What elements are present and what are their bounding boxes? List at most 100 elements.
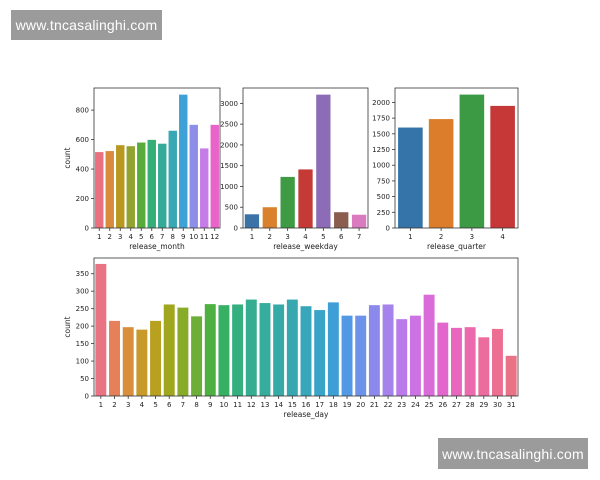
- x-tick-label: 26: [438, 401, 447, 409]
- y-axis-label: count: [63, 316, 72, 337]
- y-tick-label: 150: [76, 340, 89, 348]
- x-tick-label: 30: [493, 401, 502, 409]
- y-tick-label: 250: [76, 305, 89, 313]
- bar-2: [105, 151, 114, 228]
- y-tick-label: 800: [76, 107, 89, 115]
- bar-10: [189, 124, 198, 228]
- x-tick-label: 2: [439, 233, 443, 241]
- bar-18: [327, 302, 339, 396]
- bar-20: [355, 315, 367, 396]
- bar-31: [505, 355, 517, 396]
- x-tick-label: 5: [139, 233, 143, 241]
- bar-13: [259, 303, 271, 396]
- bar-3: [280, 176, 295, 228]
- y-tick-label: 50: [80, 375, 89, 383]
- x-tick-label: 1: [97, 233, 101, 241]
- bar-24: [409, 315, 421, 396]
- bar-3: [459, 94, 485, 228]
- x-tick-label: 4: [303, 233, 308, 241]
- y-tick-label: 500: [225, 204, 238, 212]
- x-tick-label: 23: [397, 401, 406, 409]
- y-tick-label: 1500: [220, 162, 238, 170]
- bar-15: [286, 299, 298, 396]
- bar-25: [423, 294, 435, 396]
- y-tick-label: 200: [76, 195, 89, 203]
- bar-16: [300, 306, 312, 396]
- x-tick-label: 1: [99, 401, 103, 409]
- bar-9: [179, 94, 188, 228]
- x-tick-label: 7: [181, 401, 185, 409]
- x-tick-label: 12: [247, 401, 256, 409]
- x-tick-label: 11: [200, 233, 209, 241]
- plot-frame: [242, 87, 369, 229]
- x-axis-label: release_month: [129, 242, 185, 251]
- chart-release-month: 1 2 3 4 5 6 7 8 9 10 11 120200400600800release_mont…: [63, 87, 221, 251]
- y-tick-label: 350: [76, 270, 89, 278]
- bar-6: [334, 212, 349, 228]
- plot-frame: [394, 87, 519, 229]
- x-tick-label: 5: [153, 401, 157, 409]
- bar-2: [428, 119, 454, 228]
- bar-11: [232, 304, 244, 396]
- bar-14: [273, 304, 285, 396]
- chart-release-weekday: 1 2 3 4 5 6 7 0 500 1000 1500 2000 2500 3000 release_w…: [220, 87, 369, 251]
- plot-frame: [93, 257, 519, 397]
- x-tick-label: 11: [233, 401, 242, 409]
- y-tick-label: 0: [234, 225, 238, 233]
- x-tick-label: 27: [452, 401, 461, 409]
- bar-30: [492, 328, 503, 396]
- bar-3: [116, 145, 125, 228]
- y-tick-label: 300: [76, 288, 89, 296]
- y-tick-label: 3000: [220, 100, 238, 108]
- x-axis-label: release_quarter: [427, 242, 487, 251]
- y-tick-label: 1750: [372, 115, 390, 123]
- bar-2: [109, 320, 120, 396]
- bar-11: [200, 148, 209, 228]
- bar-7: [158, 143, 167, 228]
- bar-27: [450, 327, 462, 396]
- bar-28: [464, 327, 476, 396]
- y-tick-label: 2000: [220, 141, 238, 149]
- bar-4: [136, 329, 148, 396]
- bar-19: [341, 315, 353, 396]
- bar-5: [316, 94, 331, 229]
- x-tick-label: 2: [268, 233, 272, 241]
- y-tick-label: 0: [386, 225, 390, 233]
- x-axis-label: release_weekday: [273, 242, 338, 251]
- x-tick-label: 7: [357, 233, 361, 241]
- x-tick-label: 28: [466, 401, 475, 409]
- bar-12: [210, 124, 219, 228]
- x-tick-label: 4: [500, 233, 505, 241]
- y-tick-label: 1250: [372, 146, 390, 154]
- bar-1: [95, 152, 104, 228]
- bar-5: [137, 142, 146, 228]
- y-tick-label: 1500: [372, 130, 390, 138]
- y-tick-label: 500: [377, 193, 390, 201]
- bar-9: [204, 304, 216, 396]
- x-tick-label: 9: [181, 233, 185, 241]
- watermark-bottom: www.tncasalinghi.com: [438, 438, 588, 469]
- bar-6: [163, 304, 175, 396]
- x-tick-label: 1: [250, 233, 254, 241]
- y-tick-label: 0: [85, 225, 89, 233]
- x-tick-label: 13: [261, 401, 270, 409]
- bar-1: [95, 263, 107, 396]
- y-tick-label: 600: [76, 136, 89, 144]
- bar-21: [368, 305, 380, 396]
- y-tick-label: 1000: [220, 183, 238, 191]
- x-tick-label: 21: [370, 401, 379, 409]
- x-tick-label: 8: [194, 401, 198, 409]
- x-tick-label: 9: [208, 401, 212, 409]
- x-tick-label: 3: [470, 233, 474, 241]
- x-tick-label: 4: [129, 233, 134, 241]
- x-tick-label: 22: [384, 401, 393, 409]
- x-tick-label: 19: [343, 401, 352, 409]
- x-tick-label: 4: [140, 401, 145, 409]
- y-tick-label: 250: [377, 209, 390, 217]
- y-tick-label: 1000: [372, 162, 390, 170]
- x-tick-label: 14: [274, 401, 283, 409]
- bar-7: [177, 307, 189, 396]
- bar-22: [382, 304, 394, 396]
- y-tick-label: 2500: [220, 121, 238, 129]
- x-tick-label: 6: [167, 401, 172, 409]
